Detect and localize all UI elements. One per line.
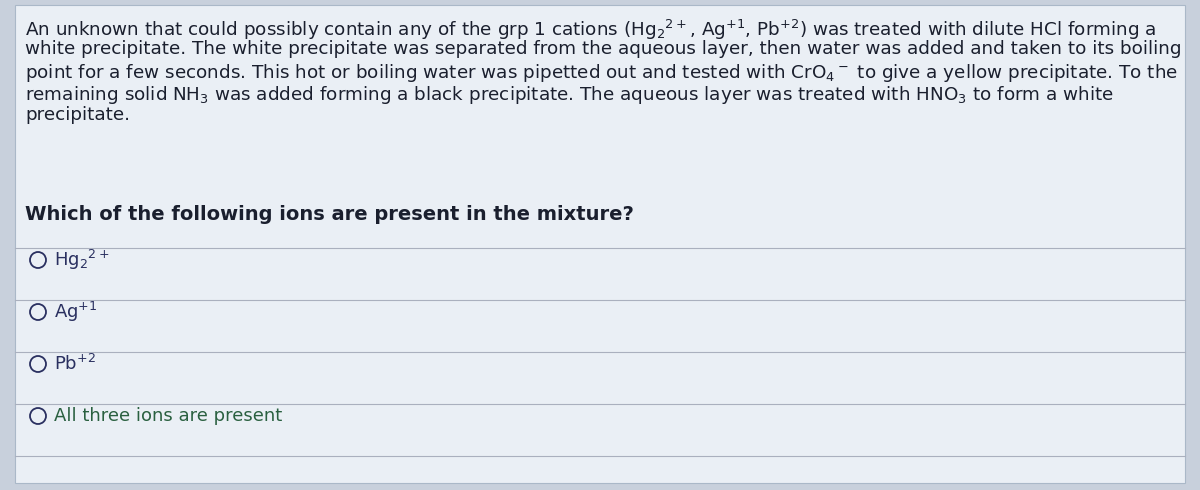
Text: Ag$^{+1}$: Ag$^{+1}$ — [54, 300, 97, 324]
Text: white precipitate. The white precipitate was separated from the aqueous layer, t: white precipitate. The white precipitate… — [25, 40, 1182, 58]
Text: Which of the following ions are present in the mixture?: Which of the following ions are present … — [25, 205, 634, 224]
Text: Hg$_2$$^{2+}$: Hg$_2$$^{2+}$ — [54, 248, 109, 272]
Text: Pb$^{+2}$: Pb$^{+2}$ — [54, 354, 96, 374]
Text: point for a few seconds. This hot or boiling water was pipetted out and tested w: point for a few seconds. This hot or boi… — [25, 62, 1178, 84]
Text: precipitate.: precipitate. — [25, 106, 130, 124]
FancyBboxPatch shape — [14, 5, 1186, 483]
Text: remaining solid NH$_3$ was added forming a black precipitate. The aqueous layer : remaining solid NH$_3$ was added forming… — [25, 84, 1114, 106]
Text: All three ions are present: All three ions are present — [54, 407, 282, 425]
Text: An unknown that could possibly contain any of the grp 1 cations (Hg$_2$$^{2+}$, : An unknown that could possibly contain a… — [25, 18, 1157, 42]
